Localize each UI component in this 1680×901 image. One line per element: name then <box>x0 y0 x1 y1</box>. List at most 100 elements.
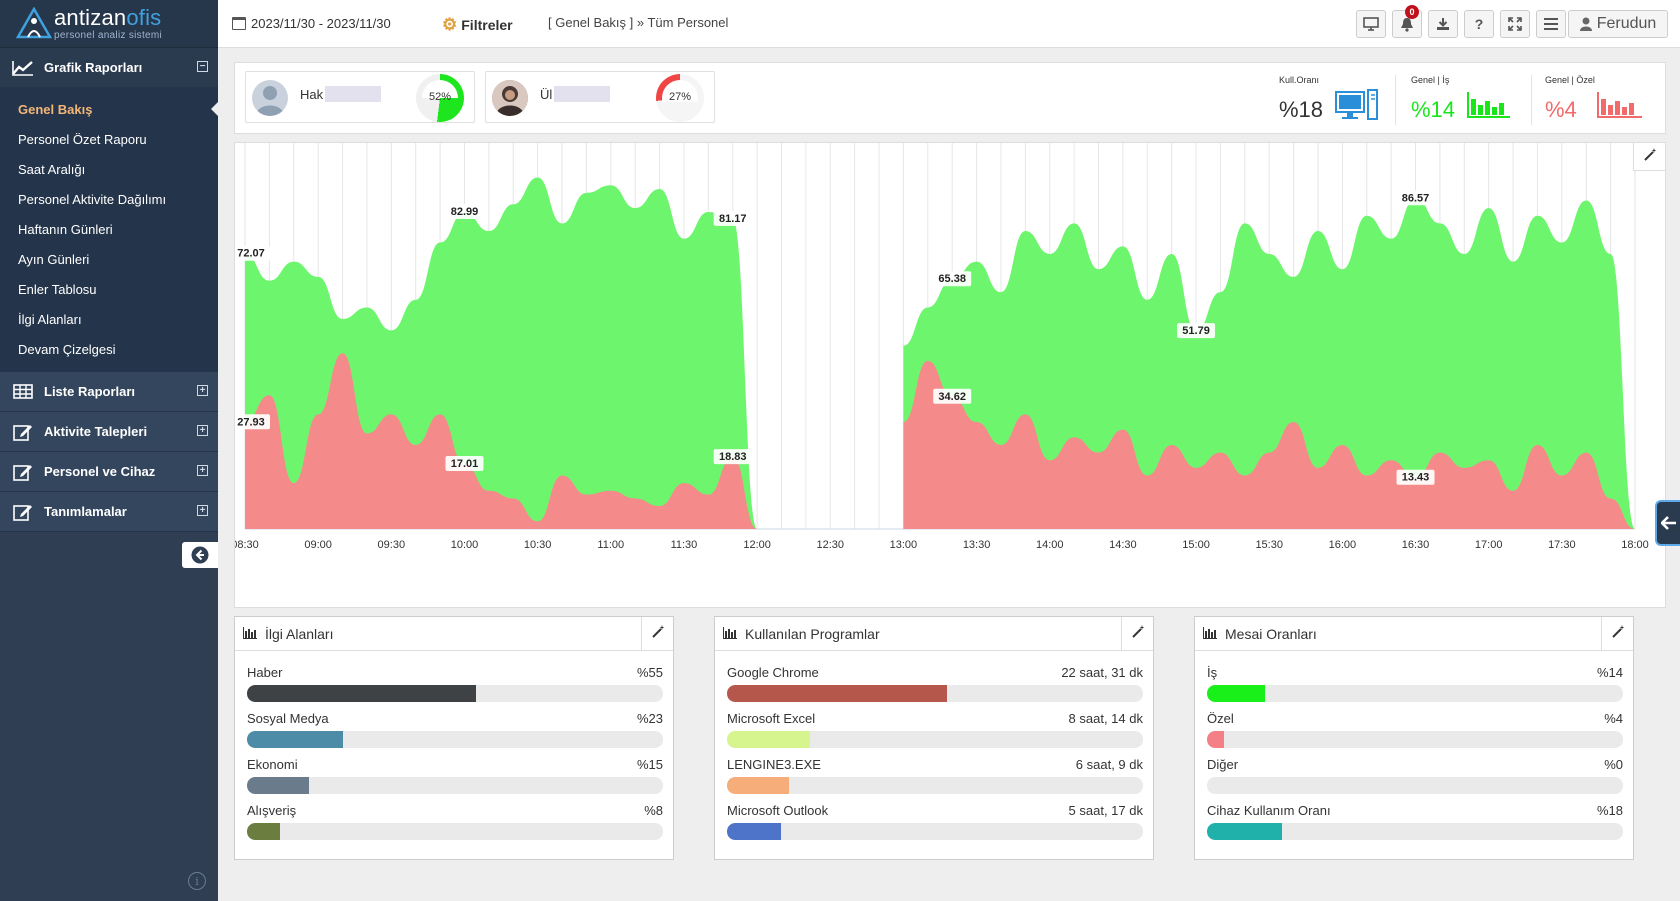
collapse-toggle-icon[interactable]: − <box>197 61 208 72</box>
progress-fill <box>727 731 811 748</box>
progress-track <box>247 731 663 748</box>
x-tick-label: 17:30 <box>1548 539 1576 551</box>
x-tick-label: 13:30 <box>963 539 991 551</box>
expand-toggle-icon[interactable]: + <box>197 425 208 436</box>
menu-button[interactable] <box>1536 10 1566 38</box>
filters-label: Filtreler <box>461 17 513 33</box>
x-tick-label: 09:30 <box>378 539 406 551</box>
sidebar-item-aktivite-dagilimi[interactable]: Personel Aktivite Dağılımı <box>18 191 167 207</box>
submenu-grafik-raporlari: Genel Bakış Personel Özet Raporu Saat Ar… <box>0 88 218 372</box>
info-icon[interactable]: i <box>188 872 206 890</box>
x-tick-label: 15:00 <box>1182 539 1210 551</box>
user-menu-button[interactable]: Ferudun <box>1568 10 1668 38</box>
person-card[interactable]: Ül 27% <box>485 71 715 123</box>
panel-settings-button[interactable] <box>1601 617 1633 650</box>
bar-chart-icon <box>1203 626 1217 642</box>
data-label: 27.93 <box>237 416 265 428</box>
magic-wand-icon <box>1611 625 1625 642</box>
section-label: Grafik Raporları <box>44 60 143 75</box>
table-icon <box>12 383 34 401</box>
sidebar-item-devam-cizelgesi[interactable]: Devam Çizelgesi <box>18 341 116 357</box>
person-name: Ül <box>540 86 611 102</box>
data-label: 82.99 <box>451 206 479 218</box>
x-tick-label: 16:30 <box>1402 539 1430 551</box>
panel-title: Kullanılan Programlar <box>745 625 880 642</box>
chart-line-icon <box>12 59 34 77</box>
progress-fill <box>247 823 281 840</box>
data-label: 86.57 <box>1402 192 1430 204</box>
stat-value: %18 <box>1279 97 1324 122</box>
data-label: 17.01 <box>451 458 479 470</box>
data-label: 13.43 <box>1402 472 1430 484</box>
arrow-left-icon <box>1660 516 1676 530</box>
panel-kullanilan-programlar: Kullanılan Programlar Google Chrome 22 sa… <box>714 616 1154 860</box>
section-label: Aktivite Talepleri <box>44 424 148 439</box>
data-label-bg <box>933 388 972 404</box>
download-button[interactable] <box>1428 10 1458 38</box>
activity-area-chart: 08:30 09:00 09:30 10:00 10:30 11:00 11:30 12:00… <box>231 143 1649 551</box>
stat-label: Kull.Oranı <box>1279 75 1320 85</box>
date-range-picker[interactable]: 2023/11/30 - 2023/11/30 <box>232 16 391 31</box>
progress-label: Sosyal Medya <box>247 711 329 726</box>
redacted-name <box>554 86 611 102</box>
stat-genel-ozel: Genel | Özel %4 <box>1545 75 1645 125</box>
avatar <box>492 80 528 116</box>
summary-panel: Hak 52% Ül 27% Kull.Oranı %18 Genel | İş… <box>234 62 1666 134</box>
x-tick-label: 10:30 <box>524 539 552 551</box>
section-grafik-raporlari[interactable]: Grafik Raporları − <box>0 48 218 88</box>
data-label-bg <box>713 210 752 226</box>
expand-toggle-icon[interactable]: + <box>197 465 208 476</box>
section-tanimlamalar[interactable]: Tanımlamalar + <box>0 492 218 532</box>
data-label-bg <box>232 245 270 261</box>
section-label: Liste Raporları <box>44 384 136 399</box>
sidebar-item-saat-araligi[interactable]: Saat Aralığı <box>18 161 86 177</box>
section-label: Personel ve Cihaz <box>44 464 156 479</box>
fullscreen-button[interactable] <box>1500 10 1530 38</box>
x-tick-label: 17:00 <box>1475 539 1503 551</box>
panel-title: İlgi Alanları <box>265 625 334 642</box>
progress-value: %4 <box>1604 711 1623 726</box>
progress-value: %18 <box>1596 803 1623 818</box>
sidebar-item-personel-ozet[interactable]: Personel Özet Raporu <box>18 131 147 147</box>
logo[interactable]: antizanofis personel analiz sistemi <box>0 0 218 48</box>
sidebar-item-ilgi-alanlari[interactable]: İlgi Alanları <box>18 311 82 327</box>
sidebar-item-enler-tablosu[interactable]: Enler Tablosu <box>18 281 97 297</box>
stat-kullanim-orani: Kull.Oranı %18 <box>1279 75 1379 125</box>
expand-toggle-icon[interactable]: + <box>197 385 208 396</box>
person-card[interactable]: Hak 52% <box>245 71 475 123</box>
data-label: 34.62 <box>938 391 966 403</box>
activity-chart-panel: 08:30 09:00 09:30 10:00 10:30 11:00 11:30 12:00… <box>231 142 1666 608</box>
notifications-button[interactable]: 0 <box>1392 5 1422 38</box>
progress-value: 8 saat, 14 dk <box>1068 711 1143 726</box>
filters-button[interactable]: ⚙ Filtreler <box>442 15 513 35</box>
progress-label: Google Chrome <box>727 665 819 680</box>
progress-fill <box>727 685 948 702</box>
data-label-bg <box>1396 469 1435 485</box>
section-liste-raporlari[interactable]: Liste Raporları + <box>0 372 218 412</box>
section-personel-ve-cihaz[interactable]: Personel ve Cihaz + <box>0 452 218 492</box>
progress-track <box>727 823 1143 840</box>
expand-icon <box>1508 17 1522 31</box>
x-tick-label: 14:30 <box>1109 539 1137 551</box>
section-aktivite-talepleri[interactable]: Aktivite Talepleri + <box>0 412 218 452</box>
stat-value: %4 <box>1545 97 1577 122</box>
panel-header: Mesai Oranları <box>1195 617 1633 651</box>
expand-toggle-icon[interactable]: + <box>197 505 208 516</box>
sidebar-item-haftanin-gunleri[interactable]: Haftanın Günleri <box>18 221 113 237</box>
help-button[interactable]: ? <box>1464 10 1494 38</box>
calendar-icon <box>232 17 246 30</box>
side-panel-toggle[interactable] <box>1655 500 1680 546</box>
panel-settings-button[interactable] <box>641 617 673 650</box>
donut-percent: 52% <box>428 91 452 103</box>
data-label: 72.07 <box>237 248 265 260</box>
sidebar-item-genel-bakis[interactable]: Genel Bakış <box>0 94 218 124</box>
panel-settings-button[interactable] <box>1121 617 1153 650</box>
monitor-button[interactable] <box>1356 10 1386 38</box>
sidebar-item-ayin-gunleri[interactable]: Ayın Günleri <box>18 251 90 267</box>
chart-settings-button[interactable] <box>1633 143 1665 171</box>
edit-icon <box>12 463 34 481</box>
bar-chart-icon <box>243 626 257 642</box>
sidebar-collapse-button[interactable] <box>182 542 218 568</box>
question-icon: ? <box>1474 16 1484 32</box>
x-tick-label: 08:30 <box>235 539 259 551</box>
